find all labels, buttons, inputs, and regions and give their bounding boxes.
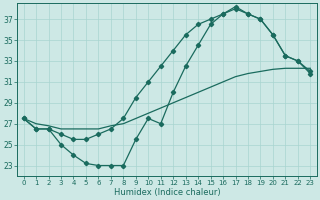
X-axis label: Humidex (Indice chaleur): Humidex (Indice chaleur): [114, 188, 220, 197]
